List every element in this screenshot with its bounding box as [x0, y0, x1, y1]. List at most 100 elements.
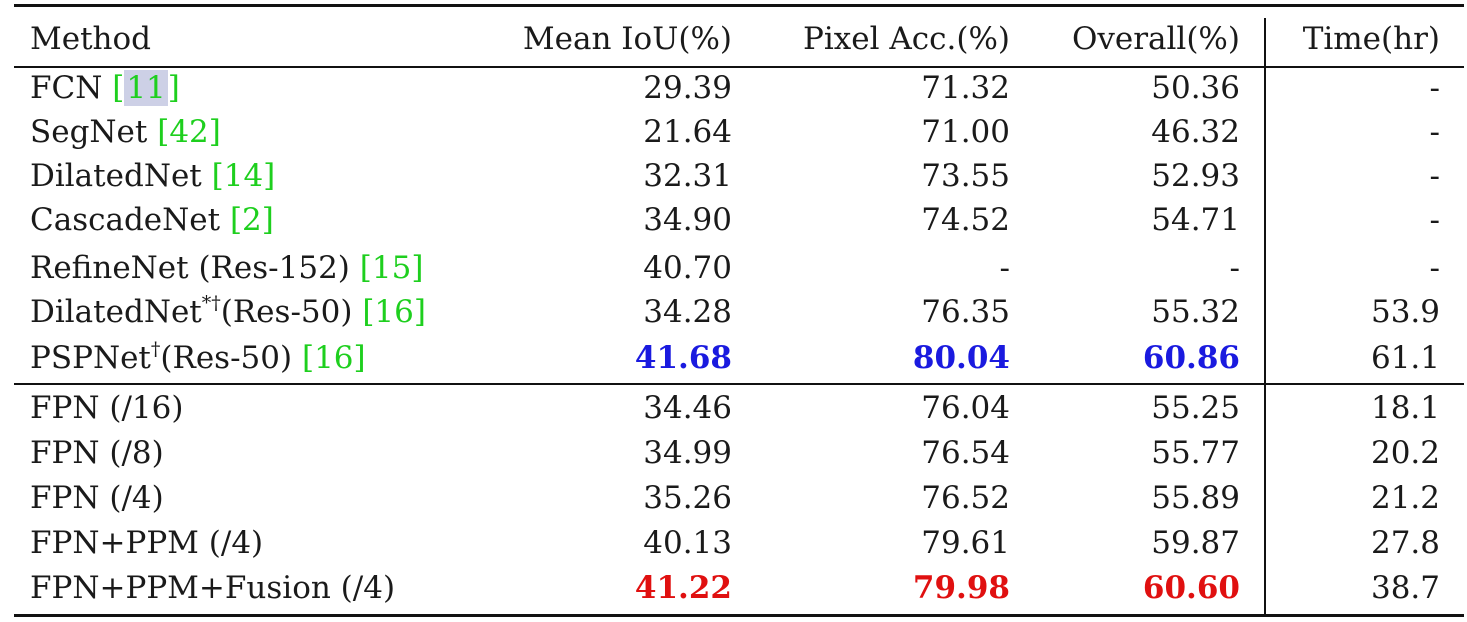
time-cell: 53.9 [1370, 294, 1440, 330]
citation-link[interactable]: 11 [124, 70, 168, 106]
overall-cell: 55.77 [1151, 435, 1240, 471]
table-row: FPN (/16) 34.46 76.04 55.25 18.1 [14, 386, 1464, 430]
method-cell: CascadeNet [2] [30, 202, 274, 238]
header-mean-iou: Mean IoU(%) [522, 21, 732, 57]
citation-link[interactable]: 15 [371, 250, 412, 286]
pixel-acc-cell: 71.00 [921, 114, 1010, 150]
mean-iou-cell-best: 41.68 [634, 340, 732, 376]
table-row: CascadeNet [2] 34.90 74.52 54.71 - [14, 198, 1464, 242]
method-name: PSPNet [30, 340, 151, 376]
overall-cell: 46.32 [1151, 114, 1240, 150]
method-superscript: *† [201, 291, 221, 314]
time-cell: 38.7 [1370, 570, 1440, 606]
pixel-acc-cell: 79.61 [921, 525, 1010, 561]
mean-iou-cell: 34.90 [643, 202, 732, 238]
table-row: DilatedNet*†(Res-50) [16] 34.28 76.35 55… [14, 290, 1464, 334]
time-cell: - [1429, 250, 1440, 286]
pixel-acc-cell: 71.32 [921, 70, 1010, 106]
time-cell: 20.2 [1370, 435, 1440, 471]
time-cell: 21.2 [1370, 480, 1440, 516]
pixel-acc-cell-best: 80.04 [912, 340, 1010, 376]
time-cell: - [1429, 202, 1440, 238]
time-cell: - [1429, 114, 1440, 150]
citation-link[interactable]: 14 [223, 158, 264, 194]
table-row: FPN (/4) 35.26 76.52 55.89 21.2 [14, 476, 1464, 520]
overall-cell-second: 60.60 [1142, 570, 1240, 606]
table-row: FPN+PPM+Fusion (/4) 41.22 79.98 60.60 38… [14, 566, 1464, 610]
header-time: Time(hr) [1302, 21, 1440, 57]
method-backbone: (Res-50) [160, 340, 302, 376]
method-name: CascadeNet [30, 202, 230, 238]
mean-iou-cell-second: 41.22 [634, 570, 732, 606]
pixel-acc-cell: 76.54 [921, 435, 1010, 471]
header-pixel-acc: Pixel Acc.(%) [803, 21, 1010, 57]
method-name: FPN (/16) [30, 390, 184, 426]
mean-iou-cell: 29.39 [643, 70, 732, 106]
method-cell: DilatedNet [14] [30, 158, 276, 194]
results-table: Method Mean IoU(%) Pixel Acc.(%) Overall… [14, 0, 1464, 622]
method-cell: PSPNet†(Res-50) [16] [30, 337, 366, 376]
overall-cell: 54.71 [1151, 202, 1240, 238]
time-cell: 27.8 [1370, 525, 1440, 561]
table-row: FPN+PPM (/4) 40.13 79.61 59.87 27.8 [14, 521, 1464, 565]
method-superscript: † [150, 337, 161, 360]
pixel-acc-cell: 74.52 [921, 202, 1010, 238]
method-name: FPN+PPM (/4) [30, 525, 264, 561]
method-name: FPN (/8) [30, 435, 164, 471]
citation-link[interactable]: 42 [169, 114, 209, 150]
method-cell: RefineNet (Res-152) [15] [30, 250, 424, 286]
time-cell: - [1429, 158, 1440, 194]
mean-iou-cell: 32.31 [643, 158, 732, 194]
mean-iou-cell: 40.13 [643, 525, 732, 561]
overall-cell: 52.93 [1151, 158, 1240, 194]
overall-cell: 55.25 [1151, 390, 1240, 426]
mean-iou-cell: 34.99 [643, 435, 732, 471]
overall-cell: - [1229, 250, 1240, 286]
pixel-acc-cell-second: 79.98 [912, 570, 1010, 606]
table-row: FPN (/8) 34.99 76.54 55.77 20.2 [14, 431, 1464, 475]
method-name: FPN (/4) [30, 480, 164, 516]
method-cell: SegNet [42] [30, 114, 221, 150]
overall-cell: 55.32 [1151, 294, 1240, 330]
pixel-acc-cell: 76.04 [921, 390, 1010, 426]
overall-cell: 55.89 [1151, 480, 1240, 516]
overall-cell: 59.87 [1151, 525, 1240, 561]
time-column-separator [1264, 18, 1266, 614]
method-cell: DilatedNet*†(Res-50) [16] [30, 291, 426, 330]
table-row: PSPNet†(Res-50) [16] 41.68 80.04 60.86 6… [14, 336, 1464, 380]
pixel-acc-cell: 73.55 [921, 158, 1010, 194]
citation-link[interactable]: 2 [242, 202, 262, 238]
method-name: SegNet [30, 114, 158, 150]
table-row: RefineNet (Res-152) [15] 40.70 - - - [14, 246, 1464, 290]
time-cell: 18.1 [1370, 390, 1440, 426]
method-backbone: (Res-50) [220, 294, 363, 330]
bottom-rule [14, 614, 1464, 617]
method-name: FCN [30, 70, 113, 106]
pixel-acc-cell: 76.52 [921, 480, 1010, 516]
citation-link[interactable]: 16 [314, 340, 354, 376]
header-overall: Overall(%) [1071, 21, 1240, 57]
time-cell: 61.1 [1370, 340, 1440, 376]
citation-link[interactable]: 16 [374, 294, 414, 330]
method-name: DilatedNet [30, 294, 202, 330]
mean-iou-cell: 34.28 [643, 294, 732, 330]
overall-cell-best: 60.86 [1142, 340, 1240, 376]
method-name: DilatedNet [30, 158, 212, 194]
pixel-acc-cell: - [999, 250, 1010, 286]
table-row: SegNet [42] 21.64 71.00 46.32 - [14, 110, 1464, 154]
overall-cell: 50.36 [1151, 70, 1240, 106]
pixel-acc-cell: 76.35 [921, 294, 1010, 330]
header-rule [14, 66, 1464, 68]
time-cell: - [1429, 70, 1440, 106]
method-name: FPN+PPM+Fusion (/4) [30, 570, 396, 606]
mean-iou-cell: 35.26 [643, 480, 732, 516]
top-rule [14, 4, 1464, 7]
table-row: FCN [11] 29.39 71.32 50.36 - [14, 66, 1464, 110]
group-separator-rule [14, 383, 1464, 385]
mean-iou-cell: 40.70 [643, 250, 732, 286]
mean-iou-cell: 34.46 [643, 390, 732, 426]
header-row: Method Mean IoU(%) Pixel Acc.(%) Overall… [14, 17, 1464, 61]
method-cell: FCN [11] [30, 70, 180, 106]
mean-iou-cell: 21.64 [643, 114, 732, 150]
table-row: DilatedNet [14] 32.31 73.55 52.93 - [14, 154, 1464, 198]
